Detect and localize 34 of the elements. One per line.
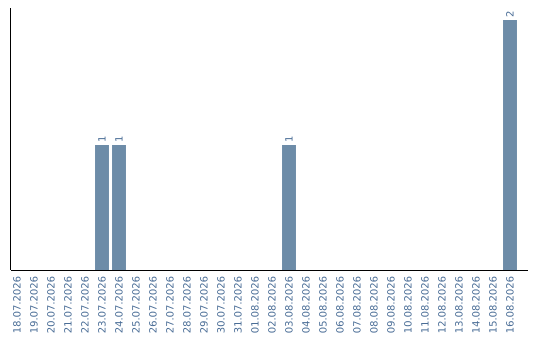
x-tick-label: 09.08.2026 [386, 276, 398, 334]
x-tick-label: 05.08.2026 [318, 276, 330, 334]
x-tick-label: 10.08.2026 [404, 276, 414, 334]
x-tick-label: 29.07.2026 [200, 276, 210, 334]
x-tick-label: 23.07.2026 [98, 276, 108, 334]
x-tick-label: 26.07.2026 [148, 276, 160, 334]
x-tick-label: 18.07.2026 [12, 276, 24, 334]
x-tick-label: 28.07.2026 [182, 276, 194, 334]
data-label: 2 [506, 10, 516, 17]
x-tick-label: 14.08.2026 [472, 276, 482, 334]
x-tick-label: 19.07.2026 [30, 276, 40, 334]
x-tick-label: 12.08.2026 [438, 276, 448, 334]
x-tick-label: 11.08.2026 [420, 276, 432, 334]
x-tick-label: 31.07.2026 [234, 276, 244, 334]
data-label: 1 [114, 136, 126, 142]
x-tick-label: 20.07.2026 [46, 276, 58, 334]
data-label: 1 [98, 136, 108, 142]
x-tick-label: 07.08.2026 [352, 276, 364, 334]
x-tick-label: 01.08.2026 [250, 276, 262, 334]
x-tick-label: 25.07.2026 [132, 276, 142, 334]
x-tick-label: 16.08.2026 [506, 276, 516, 334]
x-tick-label: 06.08.2026 [336, 276, 346, 334]
x-tick-label: 13.08.2026 [454, 276, 466, 334]
x-tick-label: 02.08.2026 [268, 276, 278, 334]
x-tick-label: 27.07.2026 [166, 276, 176, 334]
x-tick-label: 21.07.2026 [64, 276, 74, 334]
x-tick-label: 04.08.2026 [302, 276, 312, 334]
x-tick-label: 03.08.2026 [284, 276, 296, 334]
x-tick-label: 15.08.2026 [488, 276, 500, 334]
x-tick-label: 22.07.2026 [80, 276, 92, 334]
x-tick-label: 08.08.2026 [370, 276, 380, 334]
x-tick-label: 24.07.2026 [114, 276, 126, 334]
data-label: 1 [284, 136, 296, 142]
x-tick-label: 30.07.2026 [216, 276, 228, 334]
